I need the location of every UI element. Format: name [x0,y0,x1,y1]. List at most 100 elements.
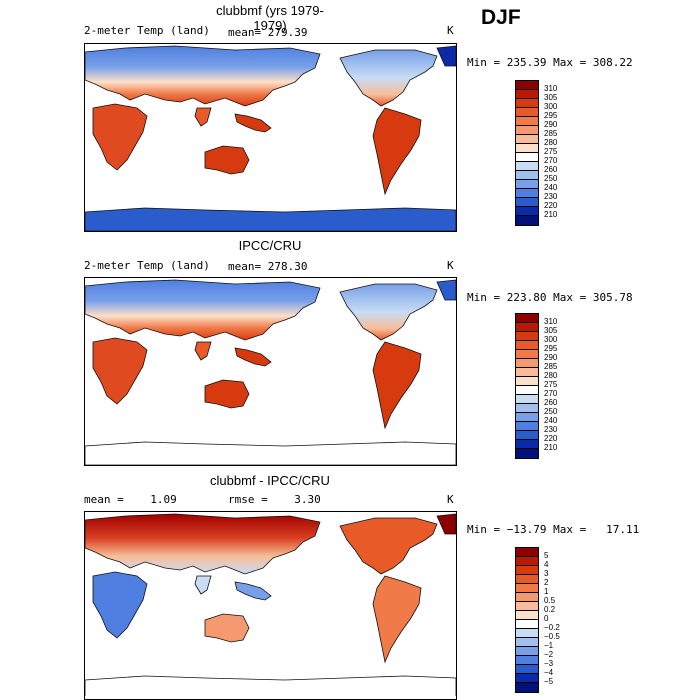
colorbar-label: 300 [544,102,558,111]
south-america-landmass [372,575,422,664]
panel-1-map [84,43,457,232]
australia-landmass [204,613,250,643]
colorbar-label: 250 [544,174,558,183]
panel-2-units: K [447,259,454,272]
colorbar-swatch [516,638,538,647]
colorbar-swatch [516,629,538,638]
colorbar-swatch [516,386,538,395]
australia-landmass [204,379,250,409]
greenland-landmass [436,513,456,535]
colorbar-label: 275 [544,147,558,156]
colorbar-swatch [516,108,538,117]
colorbar-swatch [516,323,538,332]
panel-1-title: clubbmf (yrs 1979-1979) [216,3,324,33]
colorbar-swatch [516,557,538,566]
india-landmass [194,107,212,127]
colorbar-swatch [516,341,538,350]
colorbar-swatch [516,216,538,225]
colorbar-swatch [516,656,538,665]
colorbar-label: 295 [544,111,558,120]
colorbar-label: 210 [544,443,558,452]
south-america-landmass [372,107,422,196]
colorbar-label: 280 [544,371,558,380]
colorbar-swatch [516,81,538,90]
colorbar-swatch [516,359,538,368]
colorbar-swatch [516,350,538,359]
colorbar-swatch [516,377,538,386]
eurasia-landmass [85,513,321,575]
colorbar-swatch [516,99,538,108]
colorbar-label: 0 [544,614,549,623]
panel-3-mean: mean = 1.09 [84,493,177,506]
panel-3-rmse: rmse = 3.30 [228,493,321,506]
north-america-landmass [339,283,438,341]
colorbar-swatch [516,314,538,323]
colorbar-swatch [516,449,538,458]
colorbar-label: −0.5 [544,632,560,641]
panel-1-minmax: Min = 235.39 Max = 308.22 [467,56,633,69]
eurasia-landmass [85,279,321,341]
panel-2-map [84,277,457,466]
colorbar-label: 290 [544,120,558,129]
panel-1-field-label: 2-meter Temp (land) [84,24,210,37]
colorbar-label: 305 [544,93,558,102]
colorbar-label: 285 [544,129,558,138]
antarctica-landmass [85,207,456,231]
colorbar-swatch [516,404,538,413]
colorbar-swatch [516,566,538,575]
india-landmass [194,575,212,595]
colorbar-swatch [516,647,538,656]
season-label: DJF [481,6,521,29]
colorbar-swatch [516,665,538,674]
colorbar-label: 240 [544,183,558,192]
colorbar-swatch [516,117,538,126]
colorbar-label: −4 [544,668,554,677]
eurasia-landmass [85,45,321,107]
colorbar-label: 300 [544,335,558,344]
colorbar-label: 310 [544,84,558,93]
southeast-asia-landmass [234,347,272,367]
colorbar-label: −2 [544,650,554,659]
colorbar-swatch [516,162,538,171]
colorbar-label: 220 [544,201,558,210]
colorbar-label: 230 [544,192,558,201]
colorbar-label: 2 [544,578,549,587]
panel-3-title: clubbmf - IPCC/CRU [210,473,330,488]
panel-2-colorbar [515,313,539,459]
colorbar-label: −1 [544,641,554,650]
colorbar-label: 0.5 [544,596,556,605]
colorbar-label: 5 [544,551,549,560]
colorbar-label: 260 [544,398,558,407]
southeast-asia-landmass [234,113,272,133]
colorbar-swatch [516,207,538,216]
colorbar-swatch [516,90,538,99]
colorbar-swatch [516,440,538,449]
antarctica-landmass [85,441,456,465]
colorbar-swatch [516,171,538,180]
colorbar-label: 305 [544,326,558,335]
colorbar-label: 290 [544,353,558,362]
panel-3-colorbar [515,547,539,693]
colorbar-label: 0.2 [544,605,556,614]
panel-2-minmax: Min = 223.80 Max = 305.78 [467,291,633,304]
colorbar-label: 295 [544,344,558,353]
africa-landmass [92,337,148,405]
colorbar-label: 3 [544,569,549,578]
colorbar-swatch [516,395,538,404]
colorbar-swatch [516,198,538,207]
colorbar-swatch [516,422,538,431]
colorbar-swatch [516,602,538,611]
colorbar-swatch [516,180,538,189]
panel-1-units: K [447,24,454,37]
colorbar-label: 220 [544,434,558,443]
colorbar-swatch [516,620,538,629]
panel-1-colorbar [515,80,539,226]
colorbar-swatch [516,153,538,162]
colorbar-swatch [516,674,538,683]
colorbar-label: 310 [544,317,558,326]
panel-3-minmax: Min = −13.79 Max = 17.11 [467,523,640,536]
africa-landmass [92,571,148,639]
australia-landmass [204,145,250,175]
colorbar-swatch [516,593,538,602]
colorbar-label: 280 [544,138,558,147]
